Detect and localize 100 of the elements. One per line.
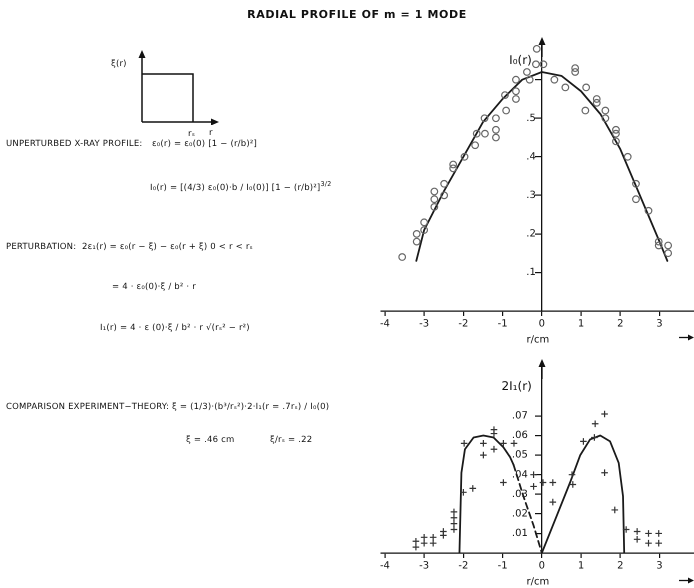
x-tick-label: 0 <box>538 560 546 572</box>
point <box>460 152 468 161</box>
x-tick-label: -4 <box>380 560 390 572</box>
point <box>512 76 520 84</box>
point <box>512 87 520 96</box>
point <box>420 533 428 542</box>
point <box>532 60 540 68</box>
x-tick-label: 1 <box>578 318 584 330</box>
point <box>492 126 500 134</box>
point <box>610 506 619 514</box>
point <box>601 106 610 114</box>
point <box>512 95 520 103</box>
text: r <box>209 127 213 139</box>
point <box>568 470 576 479</box>
point <box>412 230 421 238</box>
point <box>420 226 428 234</box>
point <box>550 76 558 84</box>
point <box>450 520 458 528</box>
point <box>450 514 458 522</box>
point <box>612 130 620 138</box>
x-tick-label: -1 <box>498 560 508 572</box>
y-tick-label: .01 <box>512 528 528 540</box>
point <box>523 68 531 76</box>
x-tick-label: -1 <box>498 318 508 330</box>
point <box>412 238 421 246</box>
point <box>644 539 652 548</box>
point <box>429 539 438 548</box>
point <box>450 526 458 534</box>
point <box>571 64 580 72</box>
x-tick-label: 0 <box>538 318 546 330</box>
point <box>479 439 488 448</box>
x-tick-label: -2 <box>458 560 468 572</box>
point <box>622 526 630 534</box>
point <box>480 114 488 122</box>
x-tick-label: -3 <box>419 560 430 572</box>
text: RADIAL PROFILE OF m = 1 MODE <box>247 8 467 21</box>
point <box>633 535 642 544</box>
point <box>592 95 601 103</box>
point <box>632 195 640 204</box>
text: rₛ <box>188 128 196 140</box>
point <box>412 543 420 552</box>
point <box>580 438 588 446</box>
text: ξ = .46 cm <box>186 434 234 446</box>
point <box>548 478 557 486</box>
y-tick-label: .07 <box>512 410 528 422</box>
point <box>430 203 438 211</box>
point <box>481 130 489 138</box>
point <box>526 76 534 84</box>
point <box>664 242 672 250</box>
point <box>439 531 448 540</box>
x-tick-label: 3 <box>656 318 663 330</box>
point <box>479 451 488 460</box>
point <box>582 84 590 92</box>
point <box>430 195 438 204</box>
x-tick-label: 1 <box>578 560 584 572</box>
point <box>449 164 458 172</box>
point <box>633 528 642 536</box>
y-tick-label: .3 <box>526 190 536 201</box>
point <box>561 84 570 92</box>
point <box>654 238 663 246</box>
point <box>530 482 538 490</box>
point <box>592 98 601 107</box>
point <box>654 242 663 250</box>
text: COMPARISON EXPERIMENT−THEORY: <box>6 401 170 413</box>
text: ξ(r) <box>111 58 127 70</box>
y-tick-label: .5 <box>526 112 536 124</box>
point <box>501 91 509 100</box>
point <box>459 488 468 496</box>
point <box>510 439 518 448</box>
text: UNPERTURBED X-RAY PROFILE: <box>6 138 142 150</box>
point <box>440 180 448 188</box>
point <box>450 508 458 516</box>
point <box>539 60 548 68</box>
point <box>490 445 498 454</box>
point <box>502 106 510 114</box>
point <box>644 206 652 215</box>
point <box>571 68 580 76</box>
point <box>632 180 640 188</box>
text: I₀(r) = [(4/3) ε₀(0)·b / I₀(0)] [1 − (r/b)²]$^{3/2}$ <box>150 179 332 194</box>
point <box>471 141 480 150</box>
point <box>612 137 620 146</box>
y-tick-label: .06 <box>512 430 528 442</box>
y-axis-title: I₀(r) <box>509 53 532 68</box>
y-tick-label: .02 <box>512 508 528 520</box>
text: ε₀(r) = ε₀(0) [1 − (r/b)²] <box>152 138 257 150</box>
point <box>601 114 610 122</box>
point <box>644 530 652 538</box>
point <box>654 530 663 538</box>
point <box>590 434 598 442</box>
text: ξ = (1/3)·(b³/rₛ²)·2·I₁(r = .7rₛ) / I₀(0) <box>172 401 330 413</box>
point <box>412 537 420 546</box>
point <box>612 126 620 134</box>
point <box>654 539 663 548</box>
y-tick-label: .1 <box>526 267 536 278</box>
point <box>460 439 468 448</box>
point <box>664 249 672 258</box>
text: ξ/rₛ = .22 <box>270 434 312 446</box>
x-tick-label: -4 <box>380 318 390 330</box>
x-tick-label: -2 <box>458 318 468 330</box>
point <box>492 114 500 122</box>
